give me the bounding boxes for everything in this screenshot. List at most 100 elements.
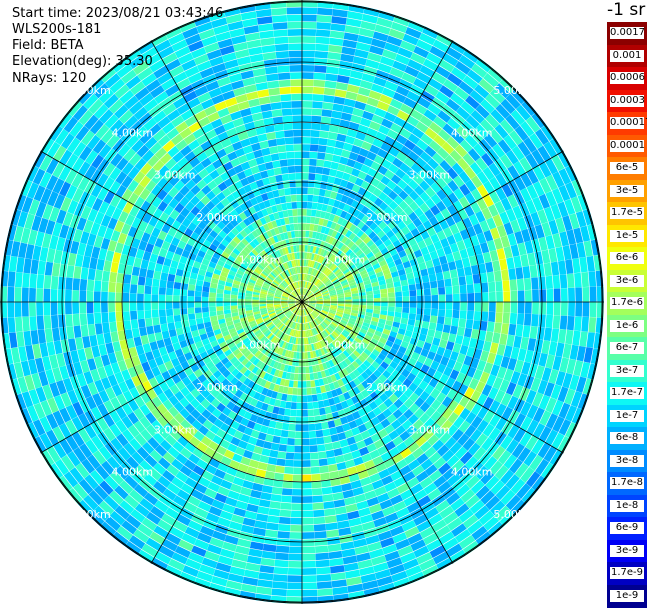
range-gate: [305, 359, 309, 366]
range-gate: [89, 335, 97, 347]
range-gate: [261, 558, 275, 566]
range-gate: [511, 302, 518, 313]
range-gate: [492, 260, 500, 271]
range-gate: [417, 308, 424, 315]
range-gate: [474, 283, 481, 293]
range-gate: [287, 438, 295, 445]
range-gate: [409, 284, 416, 291]
range-gate: [328, 52, 342, 60]
range-gate: [431, 309, 438, 316]
range-gate: [29, 274, 37, 288]
range-gate: [308, 180, 315, 187]
range-gate: [381, 302, 388, 306]
range-gate: [293, 216, 298, 223]
range-gate: [80, 313, 87, 325]
range-gate: [314, 58, 327, 66]
range-gate: [321, 422, 329, 430]
range-gate: [173, 295, 180, 302]
range-gate: [16, 257, 24, 272]
range-gate: [283, 181, 290, 188]
range-gate: [289, 180, 296, 187]
range-gate: [294, 224, 298, 231]
range-gate: [308, 409, 314, 416]
range-gate: [511, 291, 518, 302]
range-gate: [37, 316, 45, 330]
range-gate: [139, 268, 147, 277]
range-gate: [294, 374, 298, 381]
range-gate: [501, 323, 509, 334]
range-gate: [95, 323, 103, 334]
range-gate: [467, 293, 474, 302]
range-gate: [137, 293, 144, 302]
range-gate: [285, 402, 291, 409]
range-gate: [409, 308, 416, 314]
range-gate: [320, 415, 327, 423]
range-gate: [332, 579, 347, 587]
range-gate: [302, 238, 305, 245]
range-gate: [263, 155, 272, 163]
range-gate: [308, 173, 315, 180]
range-gate: [313, 87, 324, 94]
range-gate: [132, 266, 140, 276]
range-gate: [302, 518, 313, 525]
range-gate: [312, 495, 323, 502]
range-gate: [302, 58, 315, 65]
range-gate: [274, 567, 288, 575]
range-gate: [245, 302, 252, 305]
range-gate: [144, 310, 151, 318]
range-gate: [330, 162, 339, 170]
range-gate: [94, 313, 101, 324]
range-gate: [395, 307, 402, 312]
range-gate: [38, 329, 46, 343]
range-gate: [302, 29, 316, 36]
range-gate: [188, 313, 195, 320]
range-gate: [123, 311, 130, 321]
range-gate: [146, 269, 154, 278]
range-gate: [216, 306, 223, 311]
range-gate: [374, 294, 381, 298]
range-gate: [441, 332, 449, 341]
range-gate: [167, 274, 175, 282]
range-gate: [302, 417, 308, 424]
range-gate: [284, 409, 291, 416]
range-gate: [328, 544, 342, 552]
range-gate: [65, 277, 73, 290]
range-gate: [115, 302, 122, 312]
range-gate: [280, 510, 291, 517]
range-gate: [366, 295, 373, 299]
range-gate: [302, 137, 311, 144]
range-gate: [82, 256, 91, 268]
range-gate: [335, 455, 345, 463]
range-gate: [525, 302, 532, 314]
range-gate: [130, 302, 137, 311]
range-gate: [531, 277, 539, 290]
range-gate: [51, 276, 59, 289]
range-gate: [302, 532, 314, 539]
range-gate: [388, 297, 395, 302]
range-gate: [51, 289, 58, 302]
range-gate: [395, 292, 402, 298]
range-gate: [36, 288, 43, 302]
range-gate: [328, 464, 338, 472]
range-gate: [139, 327, 147, 336]
range-gate: [309, 438, 317, 445]
range-gate: [45, 329, 53, 343]
range-gate: [527, 253, 536, 266]
range-gate: [482, 302, 489, 312]
range-gate: [269, 450, 278, 458]
range-gate: [263, 544, 277, 552]
range-gate: [588, 317, 596, 332]
range-gate: [565, 330, 573, 345]
range-gate: [458, 276, 466, 285]
range-gate: [310, 137, 319, 144]
range-gate: [499, 334, 507, 346]
range-gate: [272, 160, 280, 168]
range-gate: [73, 326, 81, 338]
range-gate: [302, 503, 313, 510]
range-gate: [403, 302, 410, 308]
range-gate: [464, 328, 472, 338]
range-gate: [332, 9, 348, 17]
range-gate: [322, 167, 330, 175]
range-gate: [416, 314, 423, 321]
range-gate: [331, 23, 346, 31]
